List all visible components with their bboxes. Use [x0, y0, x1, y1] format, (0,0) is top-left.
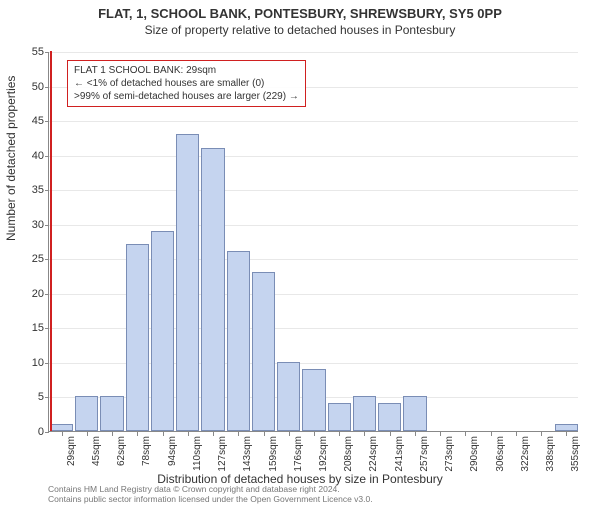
xtick-mark [264, 432, 265, 436]
histogram-bar [353, 396, 376, 431]
xtick-mark [238, 432, 239, 436]
xtick-label: 176sqm [293, 436, 304, 472]
xtick-mark [163, 432, 164, 436]
xtick-mark [314, 432, 315, 436]
annotation-line1: FLAT 1 SCHOOL BANK: 29sqm [74, 64, 299, 77]
ytick-mark [45, 328, 49, 329]
xtick-mark [339, 432, 340, 436]
xtick-label: 127sqm [217, 436, 228, 472]
annotation-line2: ← <1% of detached houses are smaller (0) [74, 77, 299, 90]
ytick-mark [45, 190, 49, 191]
ytick-label: 15 [16, 322, 44, 334]
xtick-mark [137, 432, 138, 436]
xtick-mark [566, 432, 567, 436]
xtick-mark [364, 432, 365, 436]
xtick-label: 273sqm [444, 436, 455, 472]
histogram-bar [176, 134, 199, 431]
histogram-bar [403, 396, 426, 431]
ytick-label: 0 [16, 426, 44, 438]
xtick-label: 338sqm [545, 436, 556, 472]
ytick-label: 50 [16, 81, 44, 93]
xtick-label: 110sqm [192, 436, 203, 471]
ytick-label: 30 [16, 219, 44, 231]
histogram-bar [555, 424, 578, 431]
xtick-label: 143sqm [242, 436, 253, 472]
xtick-mark [87, 432, 88, 436]
chart-title-main: FLAT, 1, SCHOOL BANK, PONTESBURY, SHREWS… [0, 6, 600, 21]
xtick-label: 78sqm [141, 436, 152, 466]
xtick-mark [516, 432, 517, 436]
xtick-mark [62, 432, 63, 436]
ytick-mark [45, 363, 49, 364]
annotation-box: FLAT 1 SCHOOL BANK: 29sqm← <1% of detach… [67, 60, 306, 107]
histogram-bar [50, 424, 73, 431]
gridline [49, 190, 578, 191]
footer-attribution: Contains HM Land Registry data © Crown c… [48, 484, 373, 504]
histogram-bar [378, 403, 401, 431]
footer-line1: Contains HM Land Registry data © Crown c… [48, 484, 373, 494]
ytick-mark [45, 397, 49, 398]
histogram-bar [126, 244, 149, 431]
ytick-label: 5 [16, 391, 44, 403]
xtick-mark [491, 432, 492, 436]
xtick-label: 306sqm [495, 436, 506, 472]
gridline [49, 225, 578, 226]
ytick-mark [45, 432, 49, 433]
xtick-mark [188, 432, 189, 436]
xtick-label: 94sqm [167, 436, 178, 466]
ytick-mark [45, 294, 49, 295]
plot-area: 051015202530354045505529sqm45sqm62sqm78s… [48, 52, 578, 432]
gridline [49, 52, 578, 53]
xtick-mark [541, 432, 542, 436]
histogram-bar [201, 148, 224, 431]
xtick-label: 355sqm [570, 436, 581, 472]
ytick-label: 20 [16, 288, 44, 300]
ytick-label: 55 [16, 46, 44, 58]
ytick-mark [45, 52, 49, 53]
xtick-label: 322sqm [520, 436, 531, 472]
histogram-bar [151, 231, 174, 431]
xtick-mark [213, 432, 214, 436]
histogram-bar [252, 272, 275, 431]
ytick-mark [45, 87, 49, 88]
xtick-label: 257sqm [419, 436, 430, 472]
ytick-mark [45, 259, 49, 260]
ytick-label: 10 [16, 357, 44, 369]
ytick-label: 40 [16, 150, 44, 162]
xtick-label: 159sqm [268, 436, 279, 472]
xtick-label: 62sqm [116, 436, 127, 466]
histogram-bar [100, 396, 123, 431]
gridline [49, 156, 578, 157]
xtick-label: 45sqm [91, 436, 102, 466]
xtick-label: 290sqm [469, 436, 480, 472]
ytick-mark [45, 156, 49, 157]
ytick-mark [45, 121, 49, 122]
histogram-bar [227, 251, 250, 431]
xtick-label: 29sqm [66, 436, 77, 466]
xtick-mark [390, 432, 391, 436]
xtick-mark [289, 432, 290, 436]
xtick-mark [415, 432, 416, 436]
xtick-mark [440, 432, 441, 436]
gridline [49, 121, 578, 122]
xtick-label: 192sqm [318, 436, 329, 472]
chart-area: 051015202530354045505529sqm45sqm62sqm78s… [48, 52, 578, 432]
xtick-label: 224sqm [368, 436, 379, 472]
histogram-bar [302, 369, 325, 431]
histogram-bar [328, 403, 351, 431]
histogram-bar [75, 396, 98, 431]
ytick-label: 45 [16, 115, 44, 127]
ytick-label: 35 [16, 184, 44, 196]
histogram-bar [277, 362, 300, 431]
ytick-mark [45, 225, 49, 226]
xtick-mark [465, 432, 466, 436]
xtick-label: 208sqm [343, 436, 354, 472]
footer-line2: Contains public sector information licen… [48, 494, 373, 504]
xtick-label: 241sqm [394, 436, 405, 472]
ytick-label: 25 [16, 253, 44, 265]
highlight-line [50, 51, 52, 431]
chart-title-sub: Size of property relative to detached ho… [0, 23, 600, 37]
annotation-line3: >99% of semi-detached houses are larger … [74, 90, 299, 103]
xtick-mark [112, 432, 113, 436]
